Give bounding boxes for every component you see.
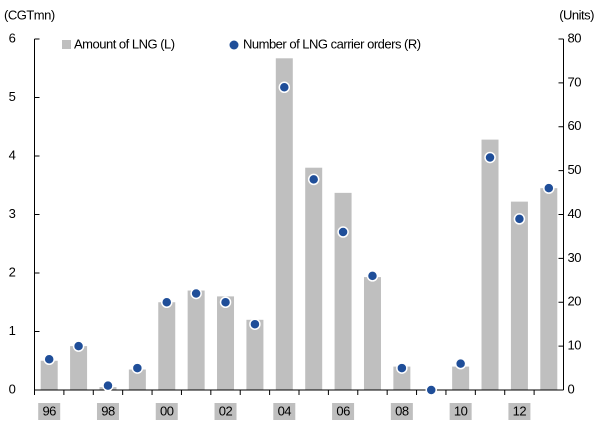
bar xyxy=(187,290,205,390)
y2-tick-label: 30 xyxy=(568,250,582,265)
dot xyxy=(366,270,379,282)
x-tick-label-bg xyxy=(38,403,61,420)
dot xyxy=(454,357,467,370)
dot xyxy=(543,182,555,194)
dot xyxy=(337,226,349,238)
x-tick-label-bg xyxy=(332,403,355,420)
legend-label: Amount of LNG (L) xyxy=(74,36,175,51)
x-tick-label-bg xyxy=(390,403,413,420)
x-tick-label: 08 xyxy=(395,403,409,418)
bar xyxy=(40,360,58,390)
y2-tick-label: 0 xyxy=(568,381,575,396)
x-tick-label-bg xyxy=(273,403,296,420)
bar xyxy=(158,302,176,390)
dot xyxy=(43,353,55,366)
dot xyxy=(72,340,85,352)
bar xyxy=(128,369,146,390)
dot xyxy=(219,296,232,308)
bar xyxy=(305,167,323,390)
dot xyxy=(484,151,496,164)
x-tick-label: 00 xyxy=(160,403,174,418)
y2-tick-label: 20 xyxy=(568,294,582,309)
bar xyxy=(540,188,558,390)
bar xyxy=(510,201,528,390)
dot xyxy=(190,287,202,300)
y-tick-label: 3 xyxy=(9,206,16,221)
dot xyxy=(307,173,320,186)
bar xyxy=(70,346,88,390)
y-tick-label: 2 xyxy=(9,264,16,279)
y-tick-label: 5 xyxy=(9,89,16,104)
bar xyxy=(217,296,235,390)
dot xyxy=(161,296,173,308)
dot xyxy=(249,318,261,330)
y2-axis-label: (Units) xyxy=(559,7,594,22)
x-tick-label: 96 xyxy=(42,403,56,418)
bar xyxy=(275,58,293,391)
legend-dot xyxy=(229,40,239,50)
y-tick-label: 6 xyxy=(9,30,16,45)
bar xyxy=(246,319,264,390)
dot xyxy=(102,379,114,392)
y-tick-label: 4 xyxy=(9,147,16,162)
y-axis-label: (CGTmn) xyxy=(4,7,55,22)
y-tick-label: 1 xyxy=(9,323,16,338)
x-tick-label-bg xyxy=(155,403,178,420)
x-tick-label-bg xyxy=(214,403,237,420)
dot xyxy=(513,213,526,225)
x-tick-label-bg xyxy=(96,403,119,420)
x-tick-label-bg xyxy=(449,403,472,420)
legend-label: Number of LNG carrier orders (R) xyxy=(243,36,421,51)
dot xyxy=(278,81,291,94)
y-tick-label: 0 xyxy=(9,381,16,396)
x-tick-label: 12 xyxy=(513,403,527,418)
bar xyxy=(334,192,352,390)
y2-tick-label: 10 xyxy=(568,338,582,353)
bar xyxy=(452,366,470,390)
x-tick-label: 02 xyxy=(219,403,233,418)
dot xyxy=(396,362,408,374)
y2-tick-label: 70 xyxy=(568,74,582,89)
dot xyxy=(425,384,437,396)
y2-tick-label: 80 xyxy=(568,30,582,45)
x-tick-label-bg xyxy=(508,403,531,420)
legend-swatch xyxy=(62,40,71,49)
bar xyxy=(363,277,381,390)
x-tick-label: 04 xyxy=(278,403,292,418)
y2-tick-label: 60 xyxy=(568,118,582,133)
dot xyxy=(131,362,144,374)
bar xyxy=(481,139,499,390)
x-tick-label: 10 xyxy=(454,403,468,418)
x-tick-label: 06 xyxy=(336,403,350,418)
x-tick-label: 98 xyxy=(101,403,115,418)
y2-tick-label: 50 xyxy=(568,162,582,177)
y2-tick-label: 40 xyxy=(568,206,582,221)
bar xyxy=(393,366,411,390)
